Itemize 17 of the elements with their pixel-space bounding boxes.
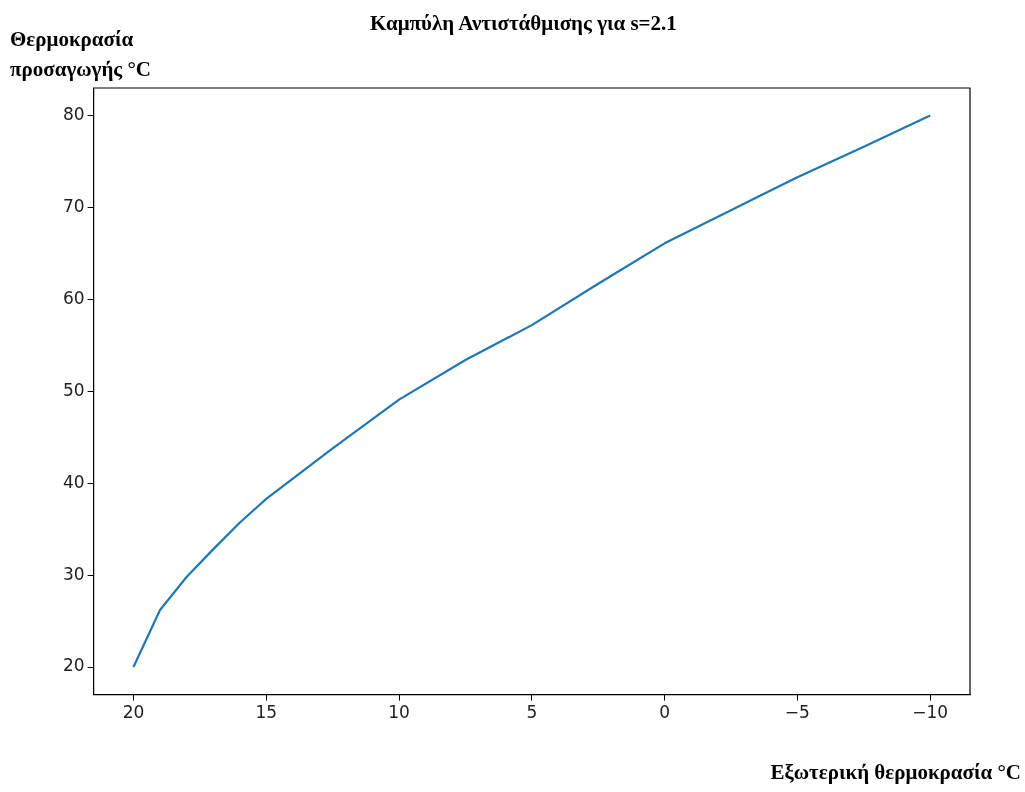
x-tick-label: 0 <box>659 702 671 723</box>
x-tick-label: 10 <box>388 702 410 723</box>
x-tick-label: −5 <box>784 702 810 723</box>
y-tick-label: 60 <box>62 287 85 308</box>
y-tick-label: 40 <box>62 471 85 492</box>
x-tick-label: 20 <box>122 702 145 723</box>
chart-title: Καμπύλη Αντιστάθμισης για s=2.1 <box>370 10 678 37</box>
y-tick-label: 30 <box>62 563 85 584</box>
x-tick-label: −10 <box>912 702 949 723</box>
y-tick-label: 80 <box>62 103 85 124</box>
y-axis-title: Θερμοκρασία προσαγωγής °C <box>10 26 152 83</box>
y-tick-label: 20 <box>62 655 85 676</box>
y-tick-label: 70 <box>62 195 85 216</box>
x-axis-title: Εξωτερική θερμοκρασία °C <box>770 760 1021 785</box>
x-tick-label: 15 <box>255 702 278 723</box>
x-tick-label: 5 <box>526 702 538 723</box>
y-tick-label: 50 <box>62 379 85 400</box>
